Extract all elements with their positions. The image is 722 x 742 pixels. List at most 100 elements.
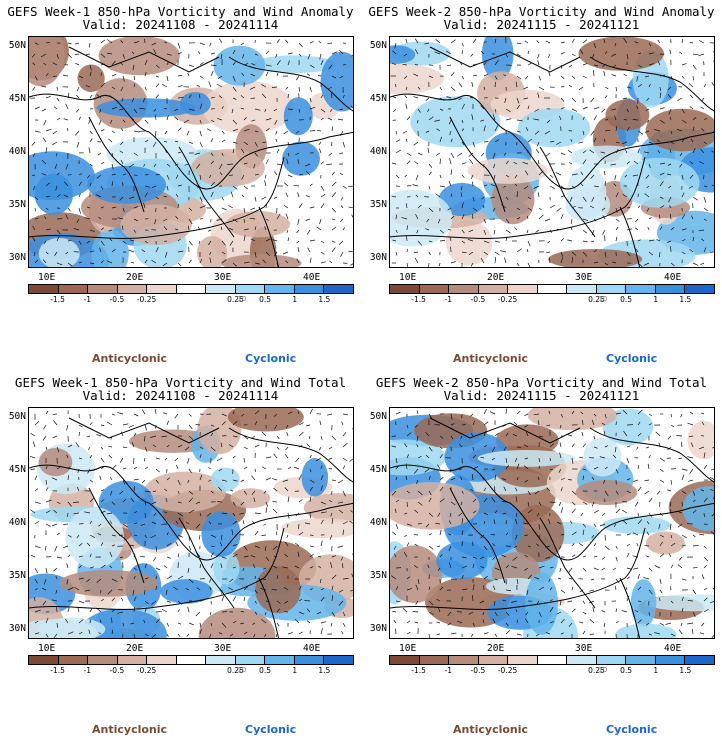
colorbar-label: -0.5 (109, 295, 125, 304)
colorbar-label: 0.25 (227, 666, 244, 675)
map-panel-week1-anomaly: GEFS Week-1 850-hPa Vorticity and Wind A… (0, 0, 361, 371)
lon-tick-label: 30E (575, 272, 593, 283)
vorticity-field (29, 408, 353, 638)
colorbar (389, 284, 715, 294)
anticyclonic-label: Anticyclonic (453, 352, 529, 365)
colorbar-swatch (655, 285, 686, 293)
lon-tick-label: 40E (303, 643, 321, 654)
lat-tick-label: 30N (8, 623, 26, 634)
colorbar-swatch (206, 656, 236, 664)
colorbar-swatch (58, 656, 89, 664)
colorbar-label: -1 (444, 666, 453, 675)
colorbar-swatch (537, 285, 568, 293)
panel-valid-dates: Valid: 20241115 - 20241121 (443, 17, 640, 32)
colorbar-label: 0.25 (588, 295, 605, 304)
lon-tick-label: 30E (214, 272, 232, 283)
colorbar-label: -1.5 (411, 666, 426, 675)
colorbar-label: 1.5 (679, 295, 692, 304)
colorbar-swatch (117, 285, 148, 293)
colorbar-swatch (596, 285, 627, 293)
lon-tick-label: 30E (575, 643, 593, 654)
lon-tick-label: 20E (487, 272, 505, 283)
colorbar-label: -0.25 (136, 295, 157, 304)
colorbar-swatch (655, 656, 686, 664)
colorbar-swatch (626, 285, 656, 293)
colorbar-swatch (324, 285, 354, 293)
lon-tick-label: 40E (664, 643, 682, 654)
colorbar-label: 1.5 (318, 295, 331, 304)
lat-tick-label: 45N (8, 464, 26, 475)
colorbar (389, 655, 715, 665)
colorbar-label: 0.25 (588, 666, 605, 675)
lon-tick-label: 10E (399, 643, 417, 654)
colorbar-label: 1.5 (318, 666, 331, 675)
anticyclonic-label: Anticyclonic (92, 723, 168, 736)
map-area (28, 36, 354, 268)
colorbar-label: -0.5 (470, 295, 486, 304)
anticyclonic-label: Anticyclonic (453, 723, 529, 736)
colorbar-swatch (685, 285, 715, 293)
colorbar-label: 0.5 (259, 295, 272, 304)
colorbar-swatch (235, 656, 266, 664)
colorbar-swatch (596, 656, 627, 664)
colorbar-swatch (176, 285, 207, 293)
panel-valid-dates: Valid: 20241115 - 20241121 (443, 388, 640, 403)
vorticity-field (390, 37, 714, 267)
panel-title: GEFS Week-1 850-hPa Vorticity and Wind A… (7, 4, 354, 19)
colorbar-swatch (206, 285, 236, 293)
colorbar-swatch (449, 285, 479, 293)
colorbar-swatch (147, 656, 177, 664)
colorbar-swatch (294, 285, 325, 293)
lat-tick-label: 30N (369, 252, 387, 263)
colorbar-swatch (508, 656, 538, 664)
colorbar-swatch (685, 656, 715, 664)
colorbar-swatch (449, 656, 479, 664)
cyclonic-label: Cyclonic (606, 723, 658, 736)
colorbar-label: -1.5 (50, 666, 65, 675)
colorbar-swatch (29, 285, 59, 293)
lat-tick-label: 35N (369, 570, 387, 581)
colorbar-label: -1.5 (411, 295, 426, 304)
lon-tick-label: 30E (214, 643, 232, 654)
lat-tick-label: 35N (369, 199, 387, 210)
colorbar-swatch (58, 285, 89, 293)
colorbar-swatch (419, 656, 450, 664)
colorbar-swatch (537, 656, 568, 664)
colorbar-swatch (29, 656, 59, 664)
colorbar-swatch (478, 656, 509, 664)
colorbar-scale-note: 10 (237, 666, 247, 674)
lat-tick-label: 40N (369, 517, 387, 528)
colorbar-label: -0.25 (136, 666, 157, 675)
cyclonic-label: Cyclonic (245, 352, 297, 365)
colorbar-swatch (419, 285, 450, 293)
lat-tick-label: 30N (8, 252, 26, 263)
colorbar-swatch (117, 656, 148, 664)
lon-tick-label: 20E (126, 272, 144, 283)
lon-tick-label: 20E (487, 643, 505, 654)
colorbar-swatch (265, 285, 295, 293)
lat-tick-label: 45N (369, 93, 387, 104)
colorbar-label: -0.5 (109, 666, 125, 675)
colorbar-swatch (88, 285, 118, 293)
colorbar-swatch (176, 656, 207, 664)
colorbar-label: -1 (444, 295, 453, 304)
colorbar-label: 0.5 (620, 666, 633, 675)
colorbar-swatch (478, 285, 509, 293)
colorbar-swatch (324, 656, 354, 664)
colorbar-swatch (508, 285, 538, 293)
colorbar-swatch (567, 656, 597, 664)
vorticity-field (29, 37, 353, 267)
colorbar-scale-note: 10 (598, 295, 608, 303)
colorbar-swatch (265, 656, 295, 664)
colorbar-swatch (88, 656, 118, 664)
colorbar-label: 1 (292, 666, 298, 675)
colorbar-label: 0.25 (227, 295, 244, 304)
panel-valid-dates: Valid: 20241108 - 20241114 (82, 388, 279, 403)
lon-tick-label: 10E (38, 272, 56, 283)
colorbar-swatch (147, 285, 177, 293)
colorbar (28, 655, 354, 665)
lat-tick-label: 50N (8, 411, 26, 422)
lat-tick-label: 40N (8, 146, 26, 157)
lat-tick-label: 40N (369, 146, 387, 157)
colorbar-label: -1 (83, 666, 92, 675)
